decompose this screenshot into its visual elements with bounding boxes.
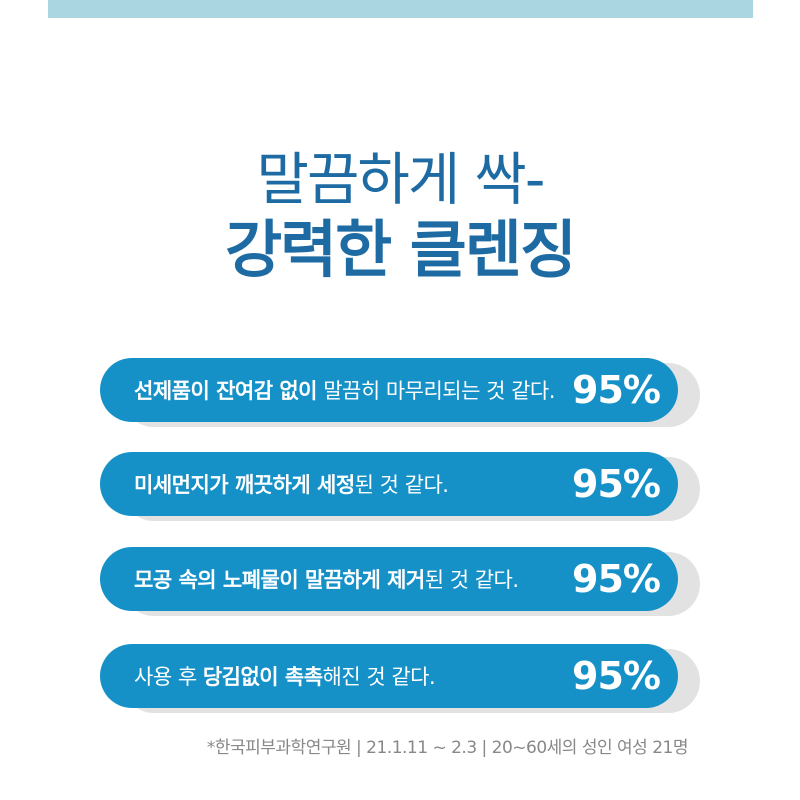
statement-rest: 해진 것 같다. (322, 665, 436, 689)
top-decorative-band (48, 0, 753, 18)
bar-percentage: 95% (572, 368, 661, 412)
title-line-2: 강력한 클렌징 (225, 213, 577, 286)
statement-rest: 말끔히 마무리되는 것 같다. (317, 379, 555, 403)
statement-bold: 당김없이 촉촉 (202, 665, 323, 689)
bar-percentage: 95% (572, 557, 661, 601)
survey-bar-1: 선제품이 잔여감 없이 말끔히 마무리되는 것 같다. 95% (100, 358, 700, 427)
bar-statement: 모공 속의 노폐물이 말끔하게 제거된 것 같다. (134, 564, 519, 594)
statement-prefix: 사용 후 (134, 665, 203, 689)
survey-bar-4: 사용 후 당김없이 촉촉해진 것 같다. 95% (100, 644, 700, 713)
bar-pill: 모공 속의 노폐물이 말끔하게 제거된 것 같다. 95% (100, 547, 678, 611)
survey-bar-3: 모공 속의 노폐물이 말끔하게 제거된 것 같다. 95% (100, 547, 700, 616)
bar-pill: 선제품이 잔여감 없이 말끔히 마무리되는 것 같다. 95% (100, 358, 678, 422)
survey-bar-2: 미세먼지가 깨끗하게 세정된 것 같다. 95% (100, 452, 700, 521)
bar-percentage: 95% (572, 654, 661, 698)
page-title: 말끔하게 싹- 강력한 클렌징 (0, 146, 800, 286)
statement-rest: 된 것 같다. (424, 568, 519, 592)
bar-statement: 사용 후 당김없이 촉촉해진 것 같다. (134, 661, 436, 691)
title-line-1: 말끔하게 싹- (256, 147, 546, 213)
statement-bold: 선제품이 잔여감 없이 (134, 379, 318, 403)
bar-pill: 미세먼지가 깨끗하게 세정된 것 같다. 95% (100, 452, 678, 516)
bar-percentage: 95% (572, 462, 661, 506)
bar-pill: 사용 후 당김없이 촉촉해진 것 같다. 95% (100, 644, 678, 708)
bar-statement: 미세먼지가 깨끗하게 세정된 것 같다. (134, 469, 449, 499)
source-footnote: *한국피부과학연구원 | 21.1.11 ~ 2.3 | 20~60세의 성인 … (206, 738, 689, 758)
statement-bold: 미세먼지가 깨끗하게 세정 (134, 473, 355, 497)
statement-bold: 모공 속의 노폐물이 말끔하게 제거 (134, 568, 425, 592)
bar-statement: 선제품이 잔여감 없이 말끔히 마무리되는 것 같다. (134, 375, 555, 405)
statement-rest: 된 것 같다. (354, 473, 449, 497)
